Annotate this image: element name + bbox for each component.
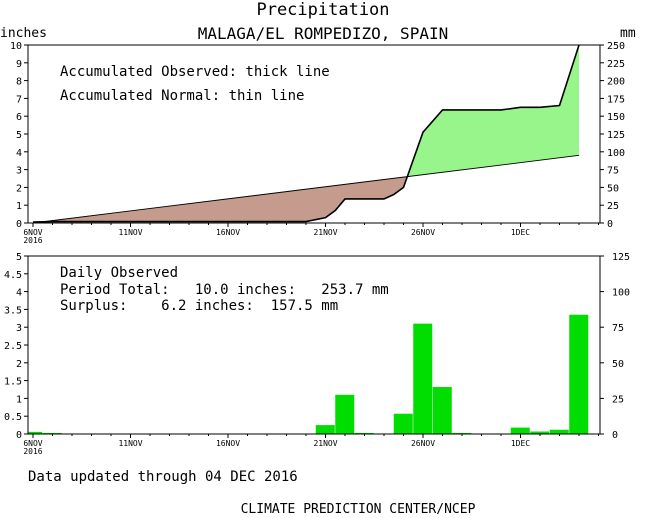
daily-bar: [569, 314, 589, 434]
daily-bar: [42, 432, 62, 434]
top-right-tick-label: 125: [607, 130, 625, 141]
bottom-right-tick-label: 25: [612, 394, 624, 405]
top-left-axis-unit: inches: [0, 26, 47, 41]
top-y-tick-label: 3: [16, 166, 22, 177]
top-x-tick-label: 6NOV: [23, 228, 42, 237]
legend-observed: Accumulated Observed: thick line: [60, 64, 330, 80]
top-right-tick-label: 25: [607, 201, 619, 212]
top-y-tick-label: 10: [10, 41, 22, 52]
bottom-right-tick-label: 0: [612, 430, 618, 441]
credit-text: CLIMATE PREDICTION CENTER/NCEP: [241, 502, 476, 517]
top-right-tick-label: 225: [607, 59, 625, 70]
bottom-y-tick-label: 3.5: [4, 305, 22, 316]
bottom-y-tick-label: 2.5: [4, 341, 22, 352]
bottom-x-tick-label: 26NOV: [411, 439, 435, 448]
bottom-y-tick-label: 4.5: [4, 270, 22, 281]
daily-observed-title: Daily Observed: [60, 265, 178, 281]
bottom-x-tick-sublabel: 2016: [23, 447, 42, 456]
bottom-x-tick-label: 21NOV: [313, 439, 337, 448]
top-x-tick-sublabel: 2016: [23, 236, 42, 245]
daily-bar: [413, 323, 433, 434]
bottom-y-tick-label: 3: [16, 323, 22, 334]
top-x-tick-label: 16NOV: [216, 228, 240, 237]
top-y-tick-label: 4: [16, 148, 22, 159]
daily-bar: [354, 432, 374, 434]
daily-bar: [28, 431, 43, 434]
data-updated-text: Data updated through 04 DEC 2016: [28, 469, 298, 485]
bottom-right-tick-label: 75: [612, 323, 624, 334]
bottom-x-tick-label: 6NOV: [23, 439, 42, 448]
bottom-right-tick-label: 100: [612, 288, 630, 299]
bottom-y-tick-label: 5: [16, 252, 22, 263]
legend-normal: Accumulated Normal: thin line: [60, 88, 304, 104]
top-right-tick-label: 150: [607, 112, 625, 123]
top-right-tick-label: 250: [607, 41, 625, 52]
bottom-y-tick-label: 1.5: [4, 377, 22, 388]
surplus-text: Surplus: 6.2 inches: 157.5 mm: [60, 298, 338, 314]
top-panel: 0123456789100255075100125150175200225250…: [10, 41, 625, 245]
bottom-y-tick-label: 4: [16, 288, 22, 299]
daily-bar: [549, 429, 569, 434]
daily-bar: [530, 431, 550, 434]
observed-accumulation-line: [32, 44, 580, 223]
bottom-right-tick-label: 50: [612, 359, 624, 370]
top-right-axis-unit: mm: [620, 26, 636, 41]
bottom-y-tick-label: 0: [16, 430, 22, 441]
bottom-x-tick-label: 11NOV: [118, 439, 142, 448]
top-y-tick-label: 6: [16, 112, 22, 123]
daily-bar: [335, 394, 355, 434]
top-right-tick-label: 100: [607, 148, 625, 159]
top-y-tick-label: 1: [16, 201, 22, 212]
top-x-tick-label: 21NOV: [313, 228, 337, 237]
bottom-x-tick-label: 16NOV: [216, 439, 240, 448]
daily-bars: [28, 314, 589, 434]
period-total-text: Period Total: 10.0 inches: 253.7 mm: [60, 282, 389, 298]
daily-bar: [393, 413, 413, 434]
bottom-x-tick-label: 1DEC: [511, 439, 530, 448]
top-y-tick-label: 2: [16, 183, 22, 194]
top-y-tick-label: 9: [16, 59, 22, 70]
daily-bar: [510, 427, 530, 434]
top-y-tick-label: 5: [16, 130, 22, 141]
chart-title: Precipitation: [256, 0, 389, 20]
top-right-tick-label: 200: [607, 77, 625, 88]
daily-bar: [315, 425, 335, 434]
top-right-tick-label: 175: [607, 94, 625, 105]
top-right-tick-label: 75: [607, 166, 619, 177]
top-right-tick-label: 50: [607, 183, 619, 194]
bottom-y-tick-label: 2: [16, 359, 22, 370]
bottom-right-tick-label: 125: [612, 252, 630, 263]
top-right-tick-label: 0: [607, 219, 613, 230]
top-y-tick-label: 8: [16, 77, 22, 88]
accumulation-lines: [32, 44, 580, 224]
surplus-area: [407, 45, 579, 177]
bottom-y-tick-label: 0.5: [4, 412, 22, 423]
top-x-tick-label: 26NOV: [411, 228, 435, 237]
top-y-tick-label: 7: [16, 94, 22, 105]
top-x-tick-label: 11NOV: [118, 228, 142, 237]
top-x-tick-label: 1DEC: [511, 228, 530, 237]
daily-bar: [452, 432, 472, 434]
bottom-y-tick-label: 1: [16, 394, 22, 405]
top-y-tick-label: 0: [16, 219, 22, 230]
chart-subtitle: MALAGA/EL ROMPEDIZO, SPAIN: [198, 24, 448, 43]
normal-accumulation-line: [32, 154, 580, 224]
daily-bar: [432, 387, 452, 434]
